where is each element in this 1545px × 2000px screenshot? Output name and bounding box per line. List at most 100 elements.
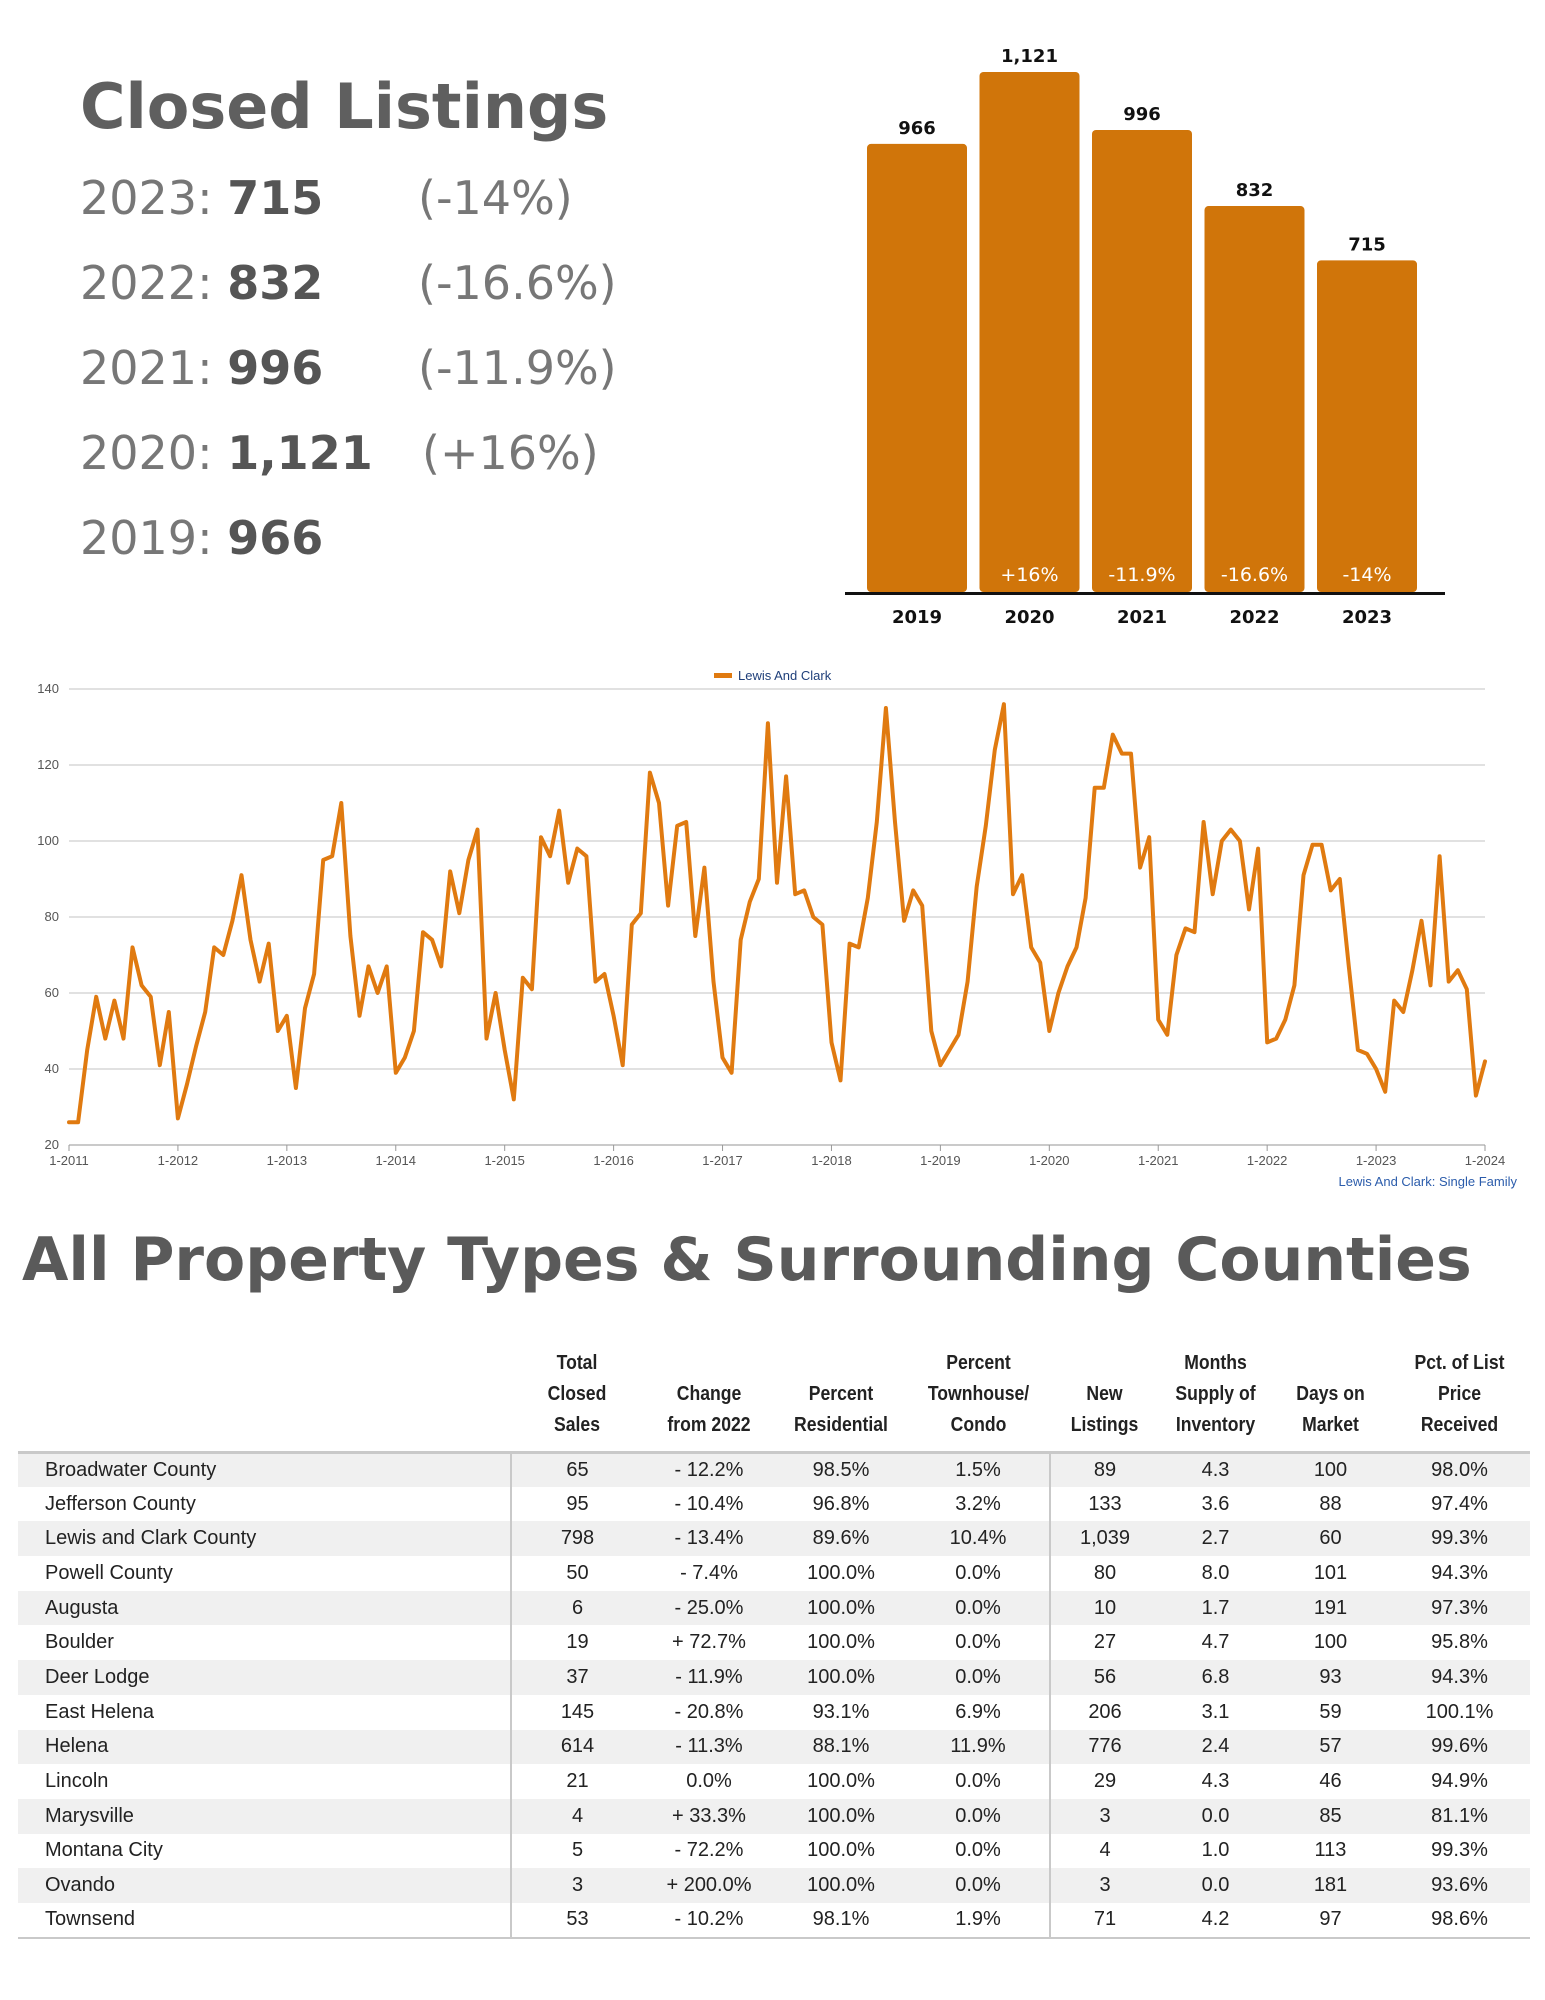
y-tick-label: 60 [45,985,59,1000]
table-cell: 80 [1049,1556,1159,1591]
table-cell: 88.1% [812,1735,870,1758]
table-cell: 94.3% [1431,1561,1488,1584]
table-cell: 85 [1319,1804,1342,1827]
summary-year: 2021 [80,341,198,395]
table-cell: 46 [1319,1770,1342,1793]
area-name-cell: Helena [45,1735,109,1758]
column-header: Months Supply of Inventory [1166,1330,1265,1452]
area-name-cell: Montana City [45,1839,163,1862]
table-cell: - 11.3% [675,1735,743,1758]
x-tick-label: 2020 [1004,607,1054,628]
table-cell: 50 [510,1556,643,1591]
x-tick-label: 1-2020 [1029,1153,1069,1168]
table-cell: 3 [1049,1868,1159,1903]
summary-value: 832 [227,256,324,310]
area-name-cell: Broadwater County [45,1458,217,1481]
legend-swatch [714,673,732,678]
county-stats-table: Total Closed Sales Change from 2022 Percent R… [18,1330,1530,1939]
x-tick-label: 1-2018 [811,1153,851,1168]
bar-value-label: 1,121 [1001,46,1058,67]
column-header: Pct. of List Price Received [1397,1330,1521,1452]
table-cell: 4 [510,1798,643,1834]
table-cell: 65 [510,1452,643,1487]
table-row: Broadwater County 65 - 12.2% 98.5% 1.5% 89 4.3… [18,1452,1530,1487]
table-cell: 89.6% [812,1527,870,1550]
table-cell: 3.1 [1201,1700,1230,1723]
summary-value: 966 [227,511,324,565]
table-cell: 0.0% [955,1804,1001,1827]
table-cell: - 10.2% [674,1908,744,1931]
table-cell: 11.9% [950,1735,1006,1758]
summary-row-2019: 2019: 966 [80,511,324,565]
bar-change-label: +16% [1000,564,1058,586]
table-cell: 56 [1049,1660,1159,1695]
table-cell: - 72.2% [674,1839,744,1862]
table-cell: 0.0% [955,1874,1001,1897]
table-cell: 59 [1319,1700,1342,1723]
table-cell: 3.6 [1201,1492,1230,1515]
table-cell: 97 [1319,1908,1342,1931]
x-tick-label: 2019 [892,607,942,628]
summary-change: (-14%) [418,171,573,225]
table-cell: 4.3 [1201,1770,1230,1793]
area-name-cell: East Helena [45,1700,154,1723]
area-name-cell: Augusta [45,1596,119,1619]
y-tick-label: 80 [45,909,59,924]
table-cell: 145 [510,1694,643,1730]
table-cell: 88 [1319,1492,1342,1515]
table-cell: 206 [1049,1694,1159,1730]
closed-listings-summary: Closed Listings 2023: 715 (-14%) 2022: 8… [80,70,720,596]
table-cell: 99.3% [1431,1527,1488,1550]
table-row: Townsend 53 - 10.2% 98.1% 1.9% 71 4.2 97 98.6% [18,1902,1530,1938]
area-name-cell: Lincoln [45,1770,109,1793]
bar-value-label: 966 [898,118,936,139]
table-cell: 53 [510,1902,643,1938]
column-header: Change from 2022 [651,1330,767,1452]
table-cell: 100.0% [807,1596,875,1619]
table-cell: 6 [510,1590,643,1626]
summary-title: Closed Listings [80,70,609,143]
table-cell: 100.1% [1425,1700,1494,1723]
x-tick-label: 2022 [1229,607,1279,628]
summary-row-2020: 2020: 1,121 (+16%) [80,426,599,480]
column-header-line: Total [556,1351,598,1374]
bar-change-label: -16.6% [1221,564,1288,586]
table-cell: 100.0% [807,1631,875,1654]
table-cell: 99.3% [1431,1839,1488,1862]
table-cell: 0.0% [955,1665,1001,1688]
area-name-cell: Jefferson County [45,1492,196,1515]
table-cell: + 33.3% [672,1804,746,1827]
bar-2019 [867,143,967,592]
table-cell: 4.3 [1201,1458,1230,1481]
table-cell: 8.0 [1201,1561,1230,1584]
x-tick-label: 1-2013 [267,1153,307,1168]
table-cell: 100.0% [807,1874,875,1897]
table-row: Powell County 50 - 7.4% 100.0% 0.0% 80 8.0 101 9… [18,1556,1530,1591]
table-cell: 93 [1319,1665,1342,1688]
table-row: Lewis and Clark County 798 - 13.4% 89.6% 10.… [18,1521,1530,1557]
table-cell: - 10.4% [674,1492,744,1515]
column-header-line: Price [1437,1382,1482,1405]
table-cell: 4 [1049,1833,1159,1869]
area-name-cell: Lewis and Clark County [45,1527,257,1550]
summary-change: (-11.9%) [418,341,617,395]
table-cell: 100.0% [807,1804,875,1827]
x-tick-label: 1-2015 [484,1153,524,1168]
bar-value-label: 996 [1123,104,1161,125]
table-cell: 3.2% [955,1492,1001,1515]
column-header: Percent Residential [783,1330,899,1452]
summary-row-2023: 2023: 715 (-14%) [80,171,573,225]
area-name-cell: Deer Lodge [45,1665,150,1688]
table-cell: 4.2 [1201,1908,1230,1931]
table-cell: 0.0% [955,1561,1001,1584]
column-header-line: New [1086,1382,1123,1405]
table-cell: - 12.2% [674,1458,744,1481]
column-header [48,1330,482,1452]
summary-year: 2023 [80,171,198,225]
table-cell: 19 [510,1625,643,1661]
column-header-line: Pct. of List [1414,1351,1505,1374]
x-tick-label: 1-2016 [593,1153,633,1168]
table-cell: 0.0% [955,1596,1001,1619]
y-tick-label: 20 [45,1137,59,1152]
bar-change-label: -11.9% [1108,564,1175,586]
